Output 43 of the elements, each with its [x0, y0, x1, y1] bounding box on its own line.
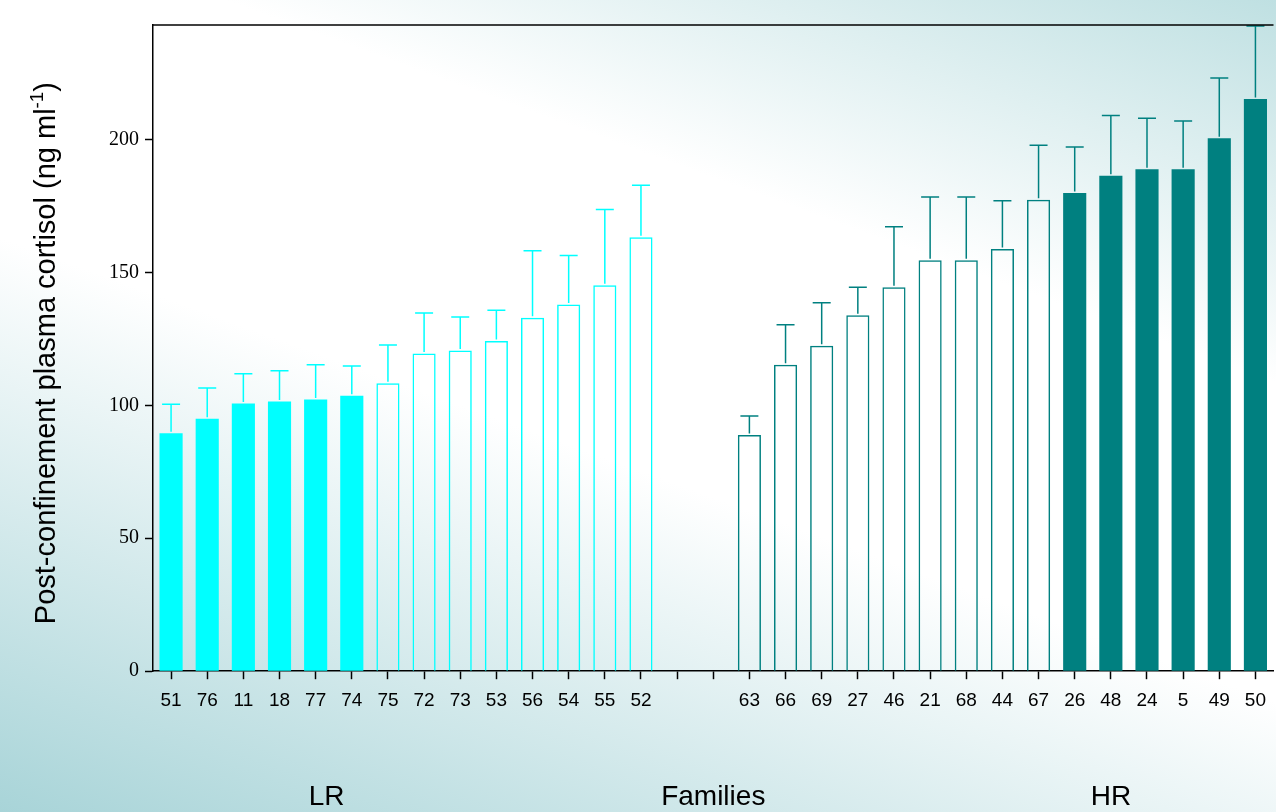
y-tick-label: 200: [109, 126, 139, 149]
x-tick-label: 73: [449, 688, 471, 710]
x-tick-label: 72: [413, 688, 435, 710]
x-tick-label: 44: [991, 688, 1014, 710]
x-tick-label: 27: [847, 688, 869, 710]
y-tick-label: 50: [119, 525, 139, 548]
text: HR: [1090, 780, 1132, 811]
x-tick-label: 18: [268, 688, 291, 710]
x-tick-label: 24: [1136, 688, 1158, 710]
bar: [340, 395, 364, 671]
x-tick-label: 74: [341, 688, 363, 710]
x-tick-label: 53: [485, 688, 507, 710]
x-tick-label: 69: [811, 688, 833, 710]
text: LR: [308, 780, 345, 811]
x-tick-label: 49: [1208, 688, 1230, 710]
y-tick-label: 0: [129, 658, 139, 681]
x-tick-label: 66: [774, 688, 797, 710]
y-axis-title: Post-confinement plasma cortisol (ng ml-1): [26, 82, 61, 625]
x-tick-label: 5: [1177, 688, 1189, 710]
x-tick-label: 54: [558, 688, 580, 710]
x-tick-label: 51: [160, 688, 182, 710]
x-tick-label: 68: [955, 688, 977, 710]
x-tick-label: 77: [305, 688, 327, 710]
x-tick-label: 50: [1244, 688, 1266, 710]
bar: [1243, 98, 1267, 671]
x-tick-label: 55: [594, 688, 616, 710]
x-tick-label: 52: [630, 688, 652, 710]
x-tick-label: 56: [521, 688, 544, 710]
x-tick-label: 76: [196, 688, 218, 710]
x-tick-label: 21: [919, 688, 941, 710]
x-tick-label: 46: [883, 688, 905, 710]
bar: [1099, 175, 1123, 671]
x-axis-title: Families: [661, 780, 766, 811]
x-tick-label: 75: [377, 688, 399, 710]
y-tick-label: 100: [109, 392, 139, 415]
x-tick-label: 26: [1064, 688, 1086, 710]
x-tick-label: 63: [738, 688, 760, 710]
x-tick-label: 11: [233, 688, 254, 710]
y-tick-label: 150: [109, 259, 139, 282]
x-tick-label: 67: [1027, 688, 1050, 710]
x-tick-label: 48: [1100, 688, 1122, 710]
bar: [267, 401, 292, 671]
bar: [195, 418, 219, 671]
